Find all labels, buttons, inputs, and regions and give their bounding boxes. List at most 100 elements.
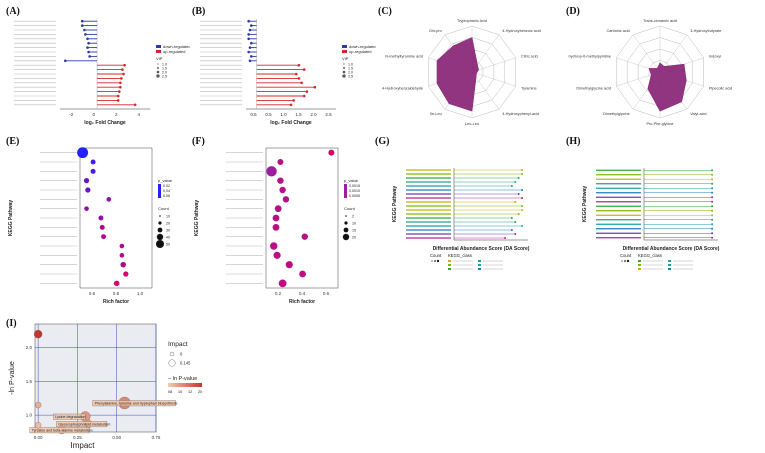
radar-axis-label: N-methyltyramine acid — [385, 55, 423, 59]
legend-size-label: 20 — [166, 222, 170, 226]
legend-size-label: 20 — [352, 236, 356, 240]
legend-color-label: 0.0015 — [349, 184, 360, 188]
pathway-label: Glycerophospholipid metabolism — [58, 422, 110, 426]
bar-end-point-n6 — [249, 41, 253, 45]
pathway-point-q8 — [272, 214, 280, 222]
x-tick-label: 1.5 — [295, 112, 302, 117]
bar-end-point-n11 — [297, 63, 301, 67]
y-tick-label: 1.5 — [26, 379, 33, 384]
legend-vip-dot — [157, 67, 159, 69]
da-point-h12 — [711, 218, 714, 221]
pathway-point-p4 — [83, 178, 90, 184]
da-point-g7 — [517, 193, 520, 195]
da-point-g16 — [510, 229, 513, 231]
legend-color-title: KEGG_class — [638, 253, 662, 258]
legend-class-swatch — [448, 260, 451, 262]
radar-axis-label: Tyramine — [521, 86, 537, 90]
pathway-point-q14 — [299, 270, 306, 278]
legend-class-swatch — [668, 268, 671, 270]
legend-class-swatch — [478, 264, 481, 266]
panel-label-i: (I) — [6, 318, 17, 329]
da-point-g12 — [517, 213, 520, 215]
pathway-point-p5 — [85, 187, 91, 193]
legend-size-title: Count — [344, 206, 356, 211]
legend-label-down: down-regulated — [349, 44, 376, 49]
da-point-g5 — [510, 185, 513, 187]
legend-vip-dot — [157, 63, 159, 65]
panel-label-g: (G) — [375, 136, 390, 147]
y-axis-title: KEGG Pathway — [582, 186, 588, 223]
bar-end-point-m12 — [121, 68, 124, 71]
legend-color-title: p_value — [344, 178, 359, 183]
x-tick-label: 0.25 — [73, 435, 82, 440]
bar-end-point-n7 — [248, 46, 252, 49]
da-point-h8 — [711, 200, 714, 203]
x-tick-label: 0.2 — [275, 291, 282, 296]
da-point-g15 — [521, 225, 524, 227]
legend-vip-dot — [342, 70, 346, 74]
x-axis-title: log₂ Fold Change — [270, 120, 312, 126]
bar-end-point-m10 — [63, 59, 67, 63]
bar-end-point-m19 — [116, 99, 120, 102]
x-axis-title: Differential Abundance Score (DA Score) — [623, 246, 720, 252]
bar-end-point-n18 — [302, 94, 306, 98]
pathway-label: Phenylalanine, tyrosine and tryptophan b… — [95, 401, 178, 405]
legend-size-title: Count — [430, 253, 442, 258]
pathway-point-q7 — [274, 205, 282, 213]
x-tick-label: 2 — [115, 112, 118, 117]
panel-label-h: (H) — [566, 136, 581, 147]
legend-size-label: 50 — [166, 243, 170, 247]
legend-size-label: 0.145 — [180, 361, 191, 366]
legend-color-label: 20 — [198, 390, 202, 394]
y-axis-title: -ln P-value — [9, 361, 16, 395]
y-axis-title: KEGG Pathway — [392, 186, 398, 223]
pathway-point-q12 — [273, 251, 281, 259]
da-point-h5 — [711, 187, 714, 190]
bar-end-point-m4 — [84, 33, 87, 36]
pathway-point-p7 — [84, 206, 89, 211]
bar-end-point-n1 — [247, 19, 250, 23]
legend-colorbar — [344, 184, 347, 198]
legend-vip-dot — [343, 63, 345, 65]
pathway-point — [33, 329, 43, 339]
radar-axis-label: 3-Hydroxybutyrate — [690, 29, 721, 33]
legend-size-label: 10 — [166, 215, 170, 219]
bar-end-point-m16 — [119, 85, 122, 89]
plot-frame — [79, 147, 153, 289]
radar-axis-label: Pipecolic acid — [709, 86, 732, 90]
radar-axis-label: Tryptophanic Acid — [457, 19, 487, 23]
pathway-point-p15 — [113, 280, 120, 287]
radar-axis-label: Pro-Phe-glycine — [646, 122, 673, 126]
pathway-point-p8 — [98, 215, 104, 221]
pathway-label: Tyrosine and beta-alanine metabolism — [32, 428, 93, 432]
legend-vip-label: 2.0 — [348, 71, 353, 75]
legend-swatch-up — [156, 50, 161, 53]
da-point-g17 — [514, 233, 517, 235]
radar-spoke — [471, 57, 516, 73]
x-tick-label: 0.5 — [265, 112, 272, 117]
pathway-point-p12 — [119, 253, 125, 258]
panel-i-pathway-impact-chart: 0.00 0.25 0.50 0.75 1.0 1.5 2.0 Impact -ln P-val… — [9, 323, 202, 450]
bar-end-point-m17 — [117, 90, 121, 93]
legend-size-dot — [345, 215, 347, 217]
pathway-point-q3 — [266, 166, 277, 177]
panel-d-radar-chart: Trans-cinnamic acid 3-Hydroxybutyrate Indo… — [568, 19, 732, 126]
x-tick-label: 1.0 — [280, 112, 287, 117]
bar-end-point-m18 — [116, 94, 120, 98]
da-point-g11 — [521, 209, 524, 211]
pathway-point-q6 — [282, 196, 290, 203]
legend-vip-dot — [343, 67, 345, 69]
legend-size-dot — [158, 221, 162, 225]
radar-spoke — [471, 71, 500, 110]
radar-axis-label: 4-Hydroxybenzaldehyde — [382, 86, 423, 90]
legend-vip-label: 2.5 — [162, 75, 167, 79]
pathway-label-box — [53, 413, 86, 420]
legend-size-label: 2 — [352, 215, 354, 219]
bar-end-point-m9 — [88, 55, 91, 58]
panel-label-d: (D) — [566, 6, 580, 17]
x-tick-label: 1.0 — [137, 291, 144, 296]
bar-end-point-m2 — [80, 24, 84, 27]
da-point-h13 — [711, 223, 714, 226]
y-tick-label: 1.0 — [26, 413, 33, 418]
legend-color-title: − ln P-value — [168, 376, 197, 382]
